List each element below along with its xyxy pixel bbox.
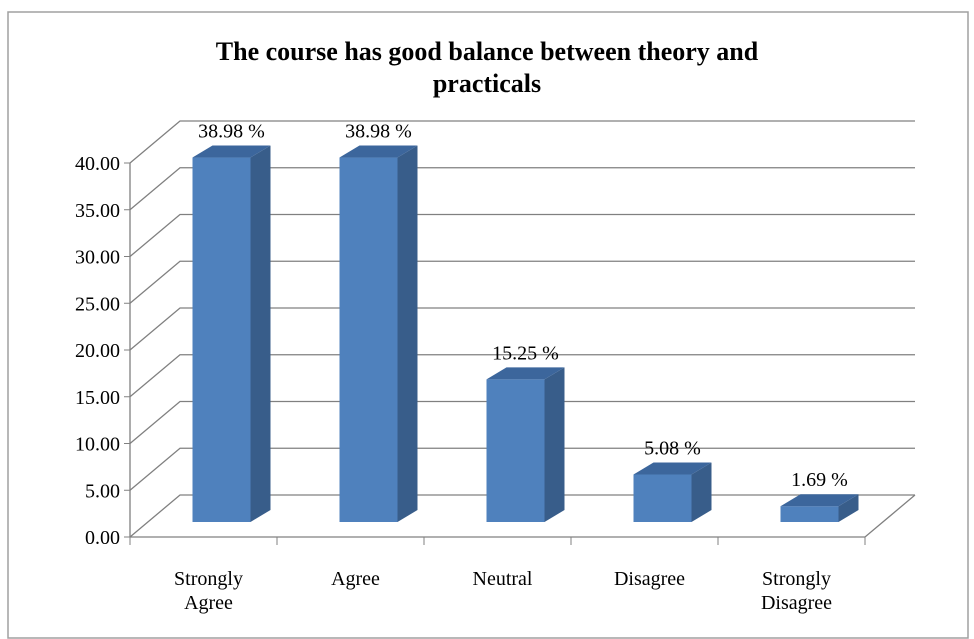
x-tick-label: Disagree bbox=[614, 568, 685, 590]
grid-line bbox=[129, 260, 915, 304]
chart-frame bbox=[7, 11, 969, 639]
x-tick-label: Neutral bbox=[473, 568, 533, 590]
bar-top bbox=[780, 494, 859, 507]
y-tick-label: 20.00 bbox=[75, 340, 120, 362]
x-tick-label: Strongly Disagree bbox=[761, 568, 832, 614]
bar bbox=[780, 494, 859, 522]
data-label: 38.98 % bbox=[345, 121, 412, 143]
bar-side bbox=[397, 145, 418, 523]
data-label: 15.25 % bbox=[492, 342, 559, 364]
bar bbox=[633, 462, 712, 522]
bar-top bbox=[486, 367, 565, 380]
bar-front bbox=[780, 506, 839, 522]
y-tick-label: 5.00 bbox=[85, 480, 120, 502]
bar-side bbox=[838, 494, 859, 522]
bar-front bbox=[192, 157, 251, 523]
data-label: 5.08 % bbox=[644, 438, 701, 460]
bar-top bbox=[192, 145, 271, 158]
bar-top bbox=[633, 462, 712, 475]
y-tick-label: 10.00 bbox=[75, 434, 120, 456]
y-tick-label: 15.00 bbox=[75, 387, 120, 409]
bar bbox=[192, 145, 271, 523]
grid-line bbox=[129, 120, 915, 164]
bar bbox=[339, 145, 418, 523]
y-tick-label: 40.00 bbox=[75, 153, 120, 175]
grid-line bbox=[129, 307, 915, 351]
bar-side bbox=[250, 145, 271, 523]
bar-side bbox=[544, 367, 565, 522]
y-tick-label: 25.00 bbox=[75, 293, 120, 315]
bar-front bbox=[339, 157, 398, 523]
grid-line bbox=[129, 213, 915, 257]
x-tick-label: Agree bbox=[331, 568, 380, 590]
grid-line bbox=[129, 447, 915, 491]
y-tick-label: 35.00 bbox=[75, 200, 120, 222]
chart-title: The course has good balance between theo… bbox=[216, 37, 759, 98]
bar-front bbox=[633, 474, 692, 522]
y-tick-label: 30.00 bbox=[75, 247, 120, 269]
grid-line bbox=[129, 354, 915, 398]
bar bbox=[486, 367, 565, 522]
bar-front bbox=[486, 379, 545, 522]
grid-line bbox=[129, 167, 915, 211]
grid-line bbox=[129, 400, 915, 444]
x-tick-label: Strongly Agree bbox=[174, 568, 243, 614]
data-label: 1.69 % bbox=[791, 469, 848, 491]
data-label: 38.98 % bbox=[198, 121, 265, 143]
y-tick-label: 0.00 bbox=[85, 527, 120, 549]
bar-top bbox=[339, 145, 418, 158]
bar-side bbox=[691, 462, 712, 522]
